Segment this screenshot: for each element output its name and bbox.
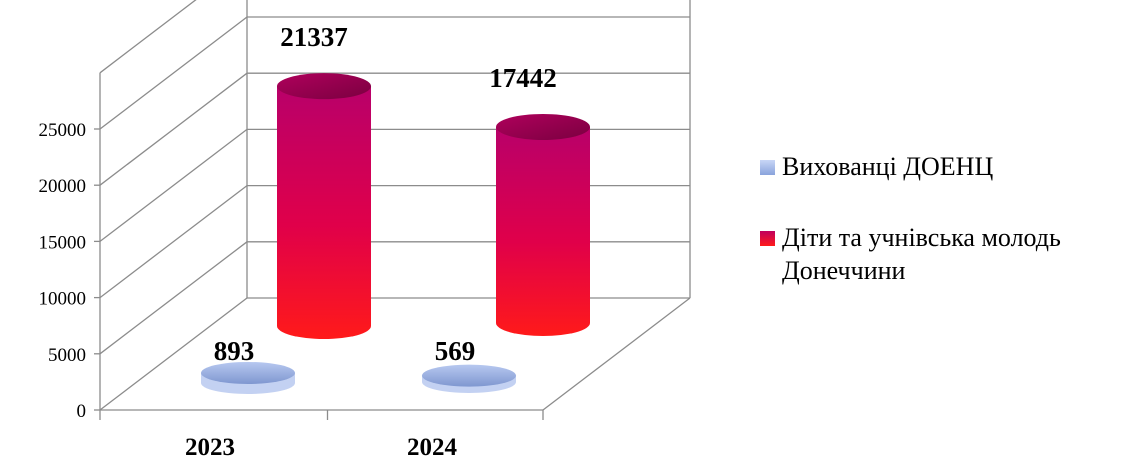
legend-swatch-series-1 <box>760 160 775 175</box>
gridline-side-15000 <box>99 128 248 242</box>
y-tick-label-20000: 20000 <box>39 176 87 197</box>
y-tick-label-15000: 15000 <box>39 232 87 253</box>
bar-Діти-2024 <box>496 126 590 336</box>
gridline-side-5000 <box>99 241 248 355</box>
gridline-side-10000 <box>99 185 248 299</box>
x-axis-categories: 2023 2024 <box>185 434 458 461</box>
bar-top-series-1-2024 <box>422 364 516 387</box>
bar-Діти-2023 <box>277 86 371 339</box>
y-tick-label-25000: 25000 <box>39 120 87 141</box>
y-tick-label-5000: 5000 <box>48 345 86 366</box>
data-label-series-2-2024: 17442 <box>489 63 557 93</box>
chart-canvas: 0 5000 10000 15000 20000 25000 21337 17442 893 5… <box>39 0 691 461</box>
bar-top-series-2-2024 <box>496 113 590 140</box>
bar-top-series-2-2023 <box>277 73 371 100</box>
gridline-side-20000 <box>99 72 248 186</box>
data-label-series-2-2023: 21337 <box>280 22 348 52</box>
y-tick-label-0: 0 <box>77 401 87 422</box>
y-tick-label-10000: 10000 <box>39 289 87 310</box>
bar-top-series-1-2023 <box>201 361 295 384</box>
floor-right-edge <box>542 297 691 411</box>
gridline-side-25000 <box>99 16 248 130</box>
legend: Вихованці ДОЕНЦ Діти та учнівська молодь… <box>742 150 1122 325</box>
legend-item-series-1: Вихованці ДОЕНЦ <box>742 150 1122 183</box>
floor-left-edge <box>99 297 248 411</box>
legend-item-series-2: Діти та учнівська молодь Донеччини <box>742 221 1122 287</box>
y-axis-ticks: 0 5000 10000 15000 20000 25000 <box>39 120 544 422</box>
x-category-label-2024: 2024 <box>407 434 458 461</box>
bars-layer <box>201 73 590 394</box>
legend-label-series-1: Вихованці ДОЕНЦ <box>782 152 994 181</box>
data-label-series-1-2023: 893 <box>214 336 255 366</box>
legend-label-series-2: Діти та учнівська молодь Донеччини <box>782 223 1061 285</box>
grid-layer <box>99 0 691 411</box>
x-category-label-2023: 2023 <box>185 434 235 461</box>
data-label-series-1-2024: 569 <box>435 336 476 366</box>
side-wall-top-edge <box>99 0 197 74</box>
legend-swatch-series-2 <box>760 231 775 246</box>
data-labels: 21337 17442 893 569 <box>214 22 557 366</box>
